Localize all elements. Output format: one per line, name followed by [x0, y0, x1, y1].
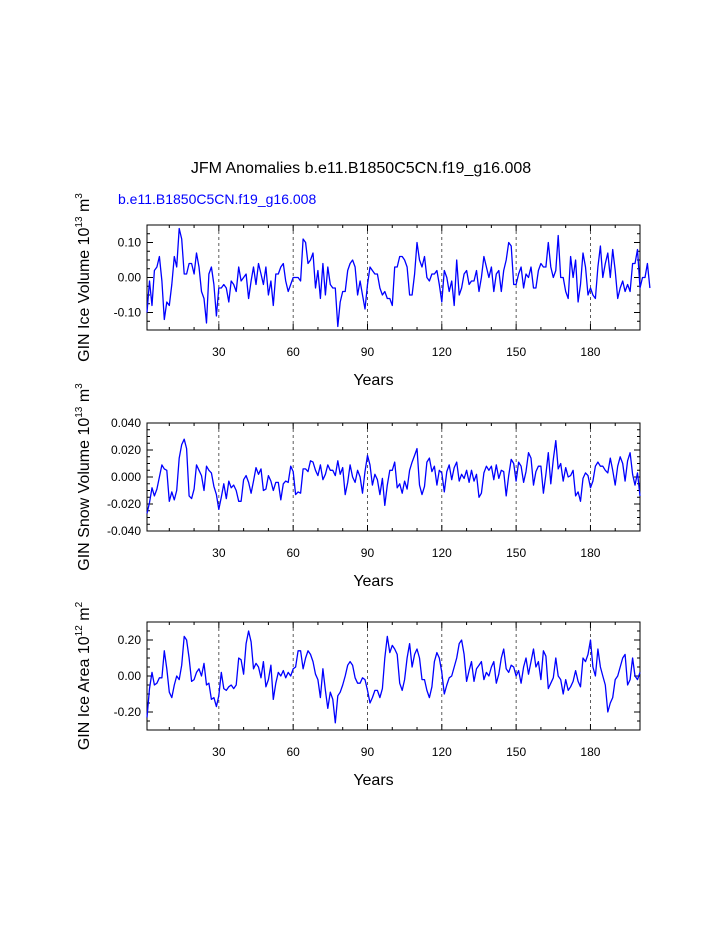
snow-volume-xtick-label: 120 [432, 546, 452, 560]
ice-area-xtick-label: 180 [580, 745, 600, 759]
ice-volume-ylabel-unit: m [76, 199, 93, 217]
snow-volume-xtick-label: 150 [506, 546, 526, 560]
ice-area-panel: -0.20 0.00 0.20 30 60 90 120 150 180 Years GIN Ice… [74, 601, 641, 789]
snow-volume-ylabel-exp: 13 [74, 406, 85, 418]
ice-volume-xtick-label: 120 [432, 345, 452, 359]
ice-volume-xtick-label: 30 [212, 345, 226, 359]
ice-volume-ytick-label: 0.00 [118, 271, 142, 285]
ice-area-xtick-label: 120 [432, 745, 452, 759]
snow-volume-ytick-label: -0.020 [107, 497, 141, 511]
snow-volume-x-axis-label: Years [353, 573, 393, 590]
ice-volume-y-axis-label: GIN Ice Volume 1013 m3 [74, 193, 93, 362]
ice-volume-series-line [146, 227, 651, 328]
snow-volume-series-line [146, 438, 641, 514]
snow-volume-ytick-label: -0.040 [107, 524, 141, 538]
ice-volume-xtick-label: 180 [580, 345, 600, 359]
snow-volume-xtick-label: 30 [212, 546, 226, 560]
snow-volume-plot-frame [146, 422, 641, 532]
ice-area-x-axis-label: Years [353, 772, 393, 789]
ice-volume-ytick-label: -0.10 [114, 306, 142, 320]
ice-area-xtick-label: 60 [286, 745, 300, 759]
ice-volume-ylabel-exp: 13 [74, 216, 85, 228]
ice-volume-ytick-label: 0.10 [118, 236, 142, 250]
ice-area-ytick-label: 0.00 [118, 669, 142, 683]
snow-volume-ylabel-base: GIN Snow Volume 10 [76, 418, 93, 571]
snow-volume-xtick-label: 60 [286, 546, 300, 560]
ice-area-ytick-label: -0.20 [114, 705, 142, 719]
figure-title: JFM Anomalies b.e11.B1850C5CN.f19_g16.00… [191, 160, 531, 177]
ice-volume-xtick-label: 60 [286, 345, 300, 359]
ice-volume-xtick-label: 150 [506, 345, 526, 359]
ice-area-series-line [146, 630, 641, 724]
ice-volume-xtick-label: 90 [361, 345, 375, 359]
ice-area-ylabel-exp: 12 [74, 625, 85, 637]
ice-area-xtick-label: 90 [361, 745, 375, 759]
snow-volume-y-axis-label: GIN Snow Volume 1013 m3 [74, 383, 93, 571]
snow-volume-ytick-label: 0.020 [111, 443, 141, 457]
snow-volume-panel: -0.040 -0.020 0.000 0.020 0.040 30 60 90 120 150 1… [74, 383, 641, 590]
case-label: b.e11.B1850C5CN.f19_g16.008 [118, 191, 316, 207]
snow-volume-xtick-label: 180 [580, 546, 600, 560]
snow-volume-ytick-label: 0.000 [111, 470, 141, 484]
ice-area-xtick-label: 150 [506, 745, 526, 759]
ice-area-xtick-label: 30 [212, 745, 226, 759]
ice-area-ylabel-unit: m [76, 607, 93, 625]
snow-volume-xtick-label: 90 [361, 546, 375, 560]
snow-volume-ytick-label: 0.040 [111, 416, 141, 430]
ice-volume-ylabel-base: GIN Ice Volume 10 [76, 227, 93, 361]
ice-area-y-axis-label: GIN Ice Area 1012 m2 [74, 601, 93, 750]
snow-volume-ylabel-unit: m [76, 389, 93, 407]
ice-volume-x-axis-label: Years [353, 372, 393, 389]
ice-volume-panel: -0.10 0.00 0.10 30 60 90 120 150 180 Years GIN Ice… [74, 193, 651, 389]
ice-volume-ylabel-unit-exp: 3 [74, 193, 85, 199]
ice-area-ylabel-unit-exp: 2 [74, 601, 85, 607]
snow-volume-ylabel-unit-exp: 3 [74, 383, 85, 389]
ice-area-ytick-label: 0.20 [118, 633, 142, 647]
ice-area-ylabel-base: GIN Ice Area 10 [76, 636, 93, 750]
